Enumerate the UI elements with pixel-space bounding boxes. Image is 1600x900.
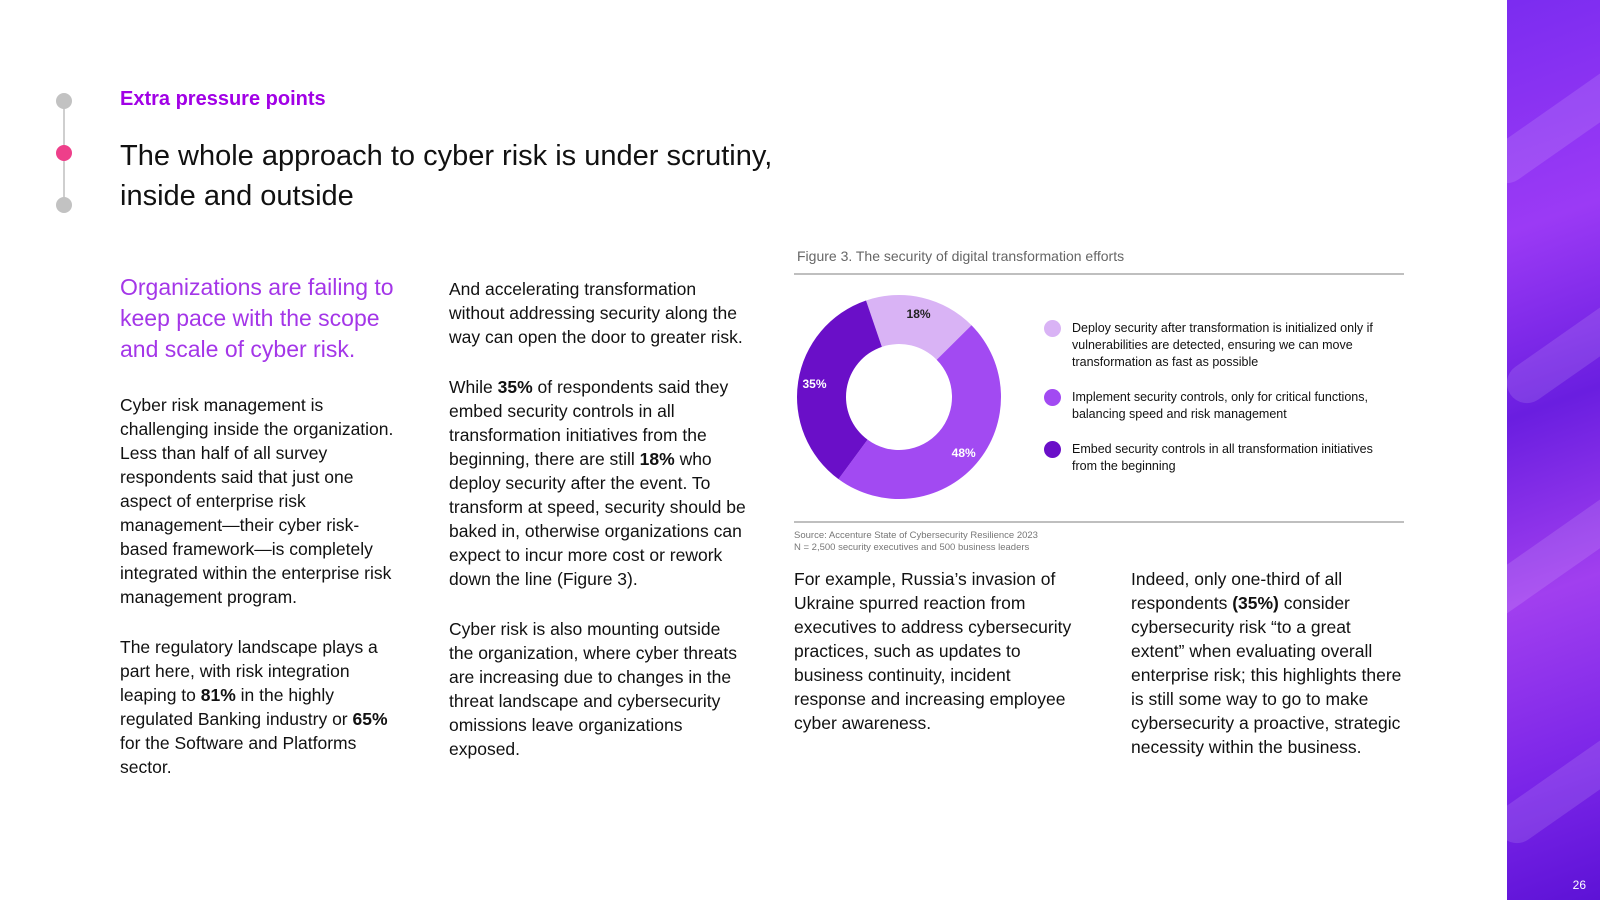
- lead-statement: Organizations are failing to keep pace w…: [120, 274, 394, 362]
- legend-label: Implement security controls, only for cr…: [1072, 390, 1368, 421]
- paragraph: Cyber risk is also mounting outside the …: [449, 619, 737, 759]
- figure-top-rule: [794, 273, 1404, 275]
- donut-slice-35pct: [797, 300, 882, 480]
- body-column-1: Cyber risk management is challenging ins…: [120, 393, 405, 805]
- figure-bottom-rule: [794, 521, 1404, 523]
- donut-data-label: 35%: [802, 377, 826, 391]
- legend-swatch-medium: [1044, 389, 1061, 406]
- page-number: 26: [1572, 878, 1586, 892]
- donut-data-label: 48%: [952, 446, 976, 460]
- progress-dot-1[interactable]: [56, 93, 72, 109]
- body-column-4: Indeed, only one-third of all respondent…: [1131, 567, 1406, 785]
- donut-data-label: 18%: [907, 307, 931, 321]
- figure-source: Source: Accenture State of Cybersecurity…: [794, 530, 1038, 554]
- paragraph: And accelerating transformation without …: [449, 279, 743, 347]
- legend-item: Deploy security after transformation is …: [1043, 320, 1393, 371]
- legend-item: Embed security controls in all transform…: [1043, 441, 1393, 475]
- legend-swatch-light: [1044, 320, 1061, 337]
- body-column-2: And accelerating transformation without …: [449, 277, 749, 787]
- progress-dot-3[interactable]: [56, 197, 72, 213]
- stat-highlight: 18%: [639, 449, 675, 469]
- paragraph: Cyber risk management is challenging ins…: [120, 395, 394, 607]
- stat-highlight: (35%): [1232, 593, 1279, 613]
- paragraph: The regulatory landscape plays a part he…: [120, 637, 388, 777]
- legend-label: Embed security controls in all transform…: [1072, 442, 1373, 473]
- page-title: The whole approach to cyber risk is unde…: [120, 140, 773, 212]
- chart-legend: Deploy security after transformation is …: [1043, 320, 1393, 493]
- paragraph: Indeed, only one-third of all respondent…: [1131, 569, 1402, 757]
- stat-highlight: 35%: [497, 377, 533, 397]
- stat-highlight: 65%: [352, 709, 388, 729]
- progress-dot-2-active[interactable]: [56, 145, 72, 161]
- decorative-side-band: 26: [1507, 0, 1600, 900]
- donut-slice-18pct: [866, 295, 972, 360]
- figure-caption: Figure 3. The security of digital transf…: [797, 248, 1125, 264]
- source-line: Source: Accenture State of Cybersecurity…: [794, 530, 1038, 541]
- sample-size-line: N = 2,500 security executives and 500 bu…: [794, 542, 1030, 553]
- section-label: Extra pressure points: [120, 88, 326, 110]
- stat-highlight: 81%: [200, 685, 236, 705]
- legend-swatch-dark: [1044, 441, 1061, 458]
- legend-label: Deploy security after transformation is …: [1072, 321, 1373, 369]
- legend-item: Implement security controls, only for cr…: [1043, 389, 1393, 423]
- paragraph: For example, Russia’s invasion of Ukrain…: [794, 569, 1072, 733]
- paragraph: While 35% of respondents said they embed…: [449, 377, 746, 589]
- donut-slice-48pct: [838, 325, 1002, 500]
- donut-chart: 18% 48% 35%: [797, 295, 1002, 500]
- body-column-3: For example, Russia’s invasion of Ukrain…: [794, 567, 1084, 761]
